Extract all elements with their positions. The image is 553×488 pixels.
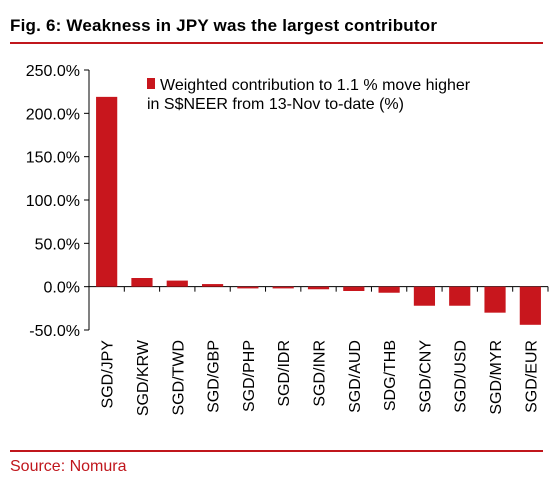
legend: Weighted contribution to 1.1 % move high…: [147, 77, 471, 113]
x-tick-label: SGD/CNY: [417, 340, 434, 413]
bar-sgd-myr: [484, 286, 506, 313]
x-tick-label: SGD/IDR: [276, 340, 293, 407]
bottom-rule: [10, 450, 543, 452]
x-tick-label: SGD/AUD: [347, 340, 364, 413]
bar-sgd-gbp: [201, 284, 224, 287]
y-axis: -50.0% 0.0% 50.0% 100.0% 150.0% 200.0% 250.0%: [26, 63, 548, 340]
bar-sgd-idr: [272, 286, 294, 289]
source-note: Source: Nomura: [10, 458, 127, 475]
bar-chart: -50.0%0.0%50.0%100.0%150.0%200.0%250.0% …: [26, 63, 549, 416]
y-tick-label: 100.0%: [26, 193, 80, 210]
x-tick-label: SDG/THB: [382, 340, 399, 411]
x-tick-label: SGD/JPY: [100, 340, 117, 409]
x-tick-label: SGD/EUR: [523, 340, 540, 413]
bar-sgd-krw: [131, 278, 153, 287]
bar-sgd-cny: [413, 286, 436, 306]
bar-sgd-inr: [307, 286, 330, 290]
legend-label-line2: in S$NEER from 13-Nov to-date (%): [147, 96, 404, 113]
bar-sgd-jpy: [96, 96, 118, 287]
x-axis: SGD/JPY SGD/KRW SGD/TWD SGD/GBP SGD/PHP SGD/I…: [88, 286, 549, 416]
legend-label-line1: Weighted contribution to 1.1 % move high…: [160, 77, 471, 94]
y-tick-label: -50.0%: [29, 323, 80, 340]
y-tick-label: 0.0%: [44, 280, 80, 297]
y-tick-label: 50.0%: [35, 236, 80, 253]
bar-sgd-eur: [519, 286, 541, 325]
bar-sdg-thb: [378, 286, 400, 293]
bars: [96, 96, 541, 325]
x-tick-label: SGD/USD: [453, 340, 470, 413]
bar-sgd-aud: [343, 286, 365, 291]
x-tick-label: SGD/MYR: [488, 340, 505, 415]
x-tick-label: SGD/KRW: [135, 339, 152, 416]
y-tick-label: 250.0%: [26, 63, 80, 80]
x-tick-label: SGD/GBP: [206, 340, 223, 413]
legend-swatch: [147, 78, 155, 89]
x-tick-label: SGD/PHP: [241, 340, 258, 412]
bar-sgd-twd: [166, 280, 188, 287]
y-tick-label: 200.0%: [26, 106, 80, 123]
bar-sgd-usd: [449, 286, 471, 306]
x-tick-label: SGD/INR: [312, 340, 329, 407]
x-tick-label: SGD/TWD: [170, 340, 187, 416]
bar-sgd-php: [237, 286, 259, 289]
top-rule: [10, 42, 543, 44]
chart-title: Fig. 6: Weakness in JPY was the largest …: [10, 16, 438, 35]
y-tick-label: 150.0%: [26, 150, 80, 167]
